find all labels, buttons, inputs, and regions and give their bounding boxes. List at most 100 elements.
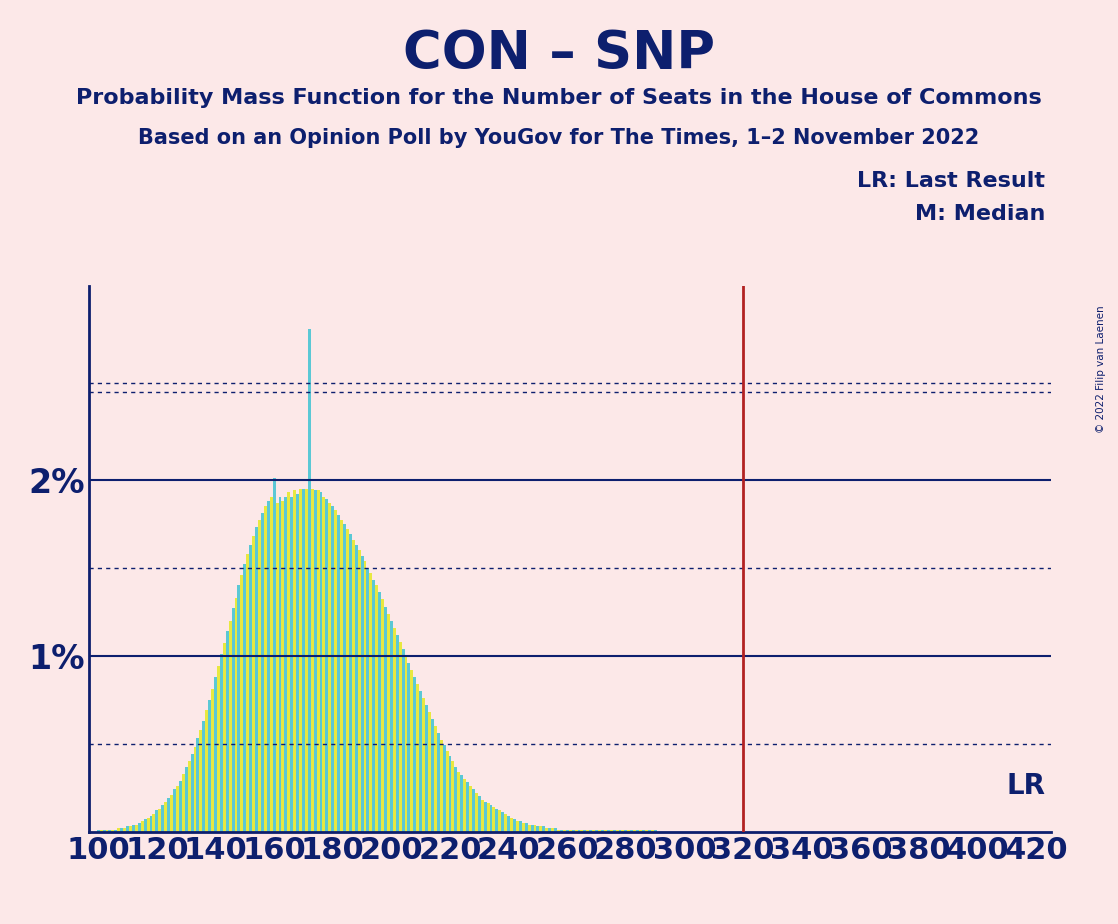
- Bar: [164, 802, 167, 832]
- Bar: [519, 821, 522, 832]
- Bar: [199, 730, 202, 832]
- Bar: [593, 830, 595, 832]
- Bar: [499, 810, 501, 832]
- Bar: [633, 830, 636, 832]
- Bar: [217, 666, 220, 832]
- Bar: [410, 670, 414, 832]
- Bar: [235, 598, 237, 832]
- Bar: [531, 824, 533, 832]
- Bar: [654, 830, 656, 832]
- Bar: [385, 606, 387, 832]
- Bar: [423, 698, 425, 832]
- Bar: [182, 773, 184, 832]
- Bar: [537, 826, 539, 832]
- Bar: [601, 830, 604, 832]
- Bar: [484, 802, 486, 832]
- Bar: [508, 816, 510, 832]
- Text: CON – SNP: CON – SNP: [402, 28, 716, 79]
- Bar: [103, 830, 105, 832]
- Bar: [320, 492, 322, 832]
- Bar: [249, 545, 253, 832]
- Bar: [278, 497, 282, 832]
- Bar: [580, 830, 584, 832]
- Bar: [184, 767, 188, 832]
- Bar: [437, 733, 439, 832]
- Text: Based on an Opinion Poll by YouGov for The Times, 1–2 November 2022: Based on an Opinion Poll by YouGov for T…: [139, 128, 979, 148]
- Bar: [510, 818, 513, 832]
- Bar: [463, 779, 466, 832]
- Bar: [461, 775, 463, 832]
- Bar: [542, 826, 546, 832]
- Bar: [575, 830, 578, 832]
- Bar: [269, 497, 273, 832]
- Bar: [387, 614, 390, 832]
- Bar: [472, 789, 475, 832]
- Bar: [586, 830, 589, 832]
- Bar: [311, 489, 314, 832]
- Bar: [155, 810, 159, 832]
- Bar: [123, 828, 126, 832]
- Bar: [604, 830, 607, 832]
- Bar: [202, 721, 206, 832]
- Bar: [222, 643, 226, 832]
- Bar: [609, 830, 613, 832]
- Bar: [231, 608, 235, 832]
- Bar: [117, 828, 121, 832]
- Bar: [381, 600, 385, 832]
- Bar: [407, 663, 410, 832]
- Bar: [569, 830, 571, 832]
- Bar: [340, 520, 343, 832]
- Bar: [369, 573, 372, 832]
- Bar: [267, 501, 269, 832]
- Bar: [618, 830, 622, 832]
- Bar: [515, 821, 519, 832]
- Bar: [273, 478, 275, 832]
- Bar: [161, 805, 164, 832]
- Bar: [645, 830, 647, 832]
- Bar: [296, 494, 299, 832]
- Bar: [625, 830, 627, 832]
- Bar: [284, 497, 287, 832]
- Bar: [390, 621, 392, 832]
- Bar: [399, 641, 401, 832]
- Bar: [237, 586, 240, 832]
- Bar: [566, 830, 569, 832]
- Text: M: Median: M: Median: [915, 204, 1045, 225]
- Bar: [214, 677, 217, 832]
- Bar: [490, 805, 493, 832]
- Bar: [291, 497, 293, 832]
- Bar: [651, 830, 654, 832]
- Bar: [378, 592, 381, 832]
- Text: LR: Last Result: LR: Last Result: [858, 171, 1045, 191]
- Bar: [627, 830, 631, 832]
- Bar: [457, 772, 461, 832]
- Bar: [528, 824, 531, 832]
- Bar: [170, 795, 173, 832]
- Bar: [135, 824, 138, 832]
- Bar: [454, 767, 457, 832]
- Bar: [173, 789, 176, 832]
- Bar: [329, 503, 331, 832]
- Bar: [144, 820, 146, 832]
- Bar: [287, 492, 291, 832]
- Bar: [434, 726, 437, 832]
- Bar: [430, 719, 434, 832]
- Bar: [179, 781, 182, 832]
- Bar: [322, 497, 325, 832]
- Bar: [138, 822, 141, 832]
- Bar: [253, 536, 255, 832]
- Bar: [176, 786, 179, 832]
- Bar: [197, 738, 199, 832]
- Bar: [448, 756, 452, 832]
- Bar: [325, 499, 329, 832]
- Bar: [97, 830, 100, 832]
- Bar: [229, 621, 231, 832]
- Bar: [150, 816, 152, 832]
- Bar: [546, 828, 548, 832]
- Bar: [578, 830, 580, 832]
- Bar: [345, 529, 349, 832]
- Bar: [255, 528, 258, 832]
- Bar: [112, 830, 114, 832]
- Bar: [616, 830, 618, 832]
- Bar: [141, 821, 144, 832]
